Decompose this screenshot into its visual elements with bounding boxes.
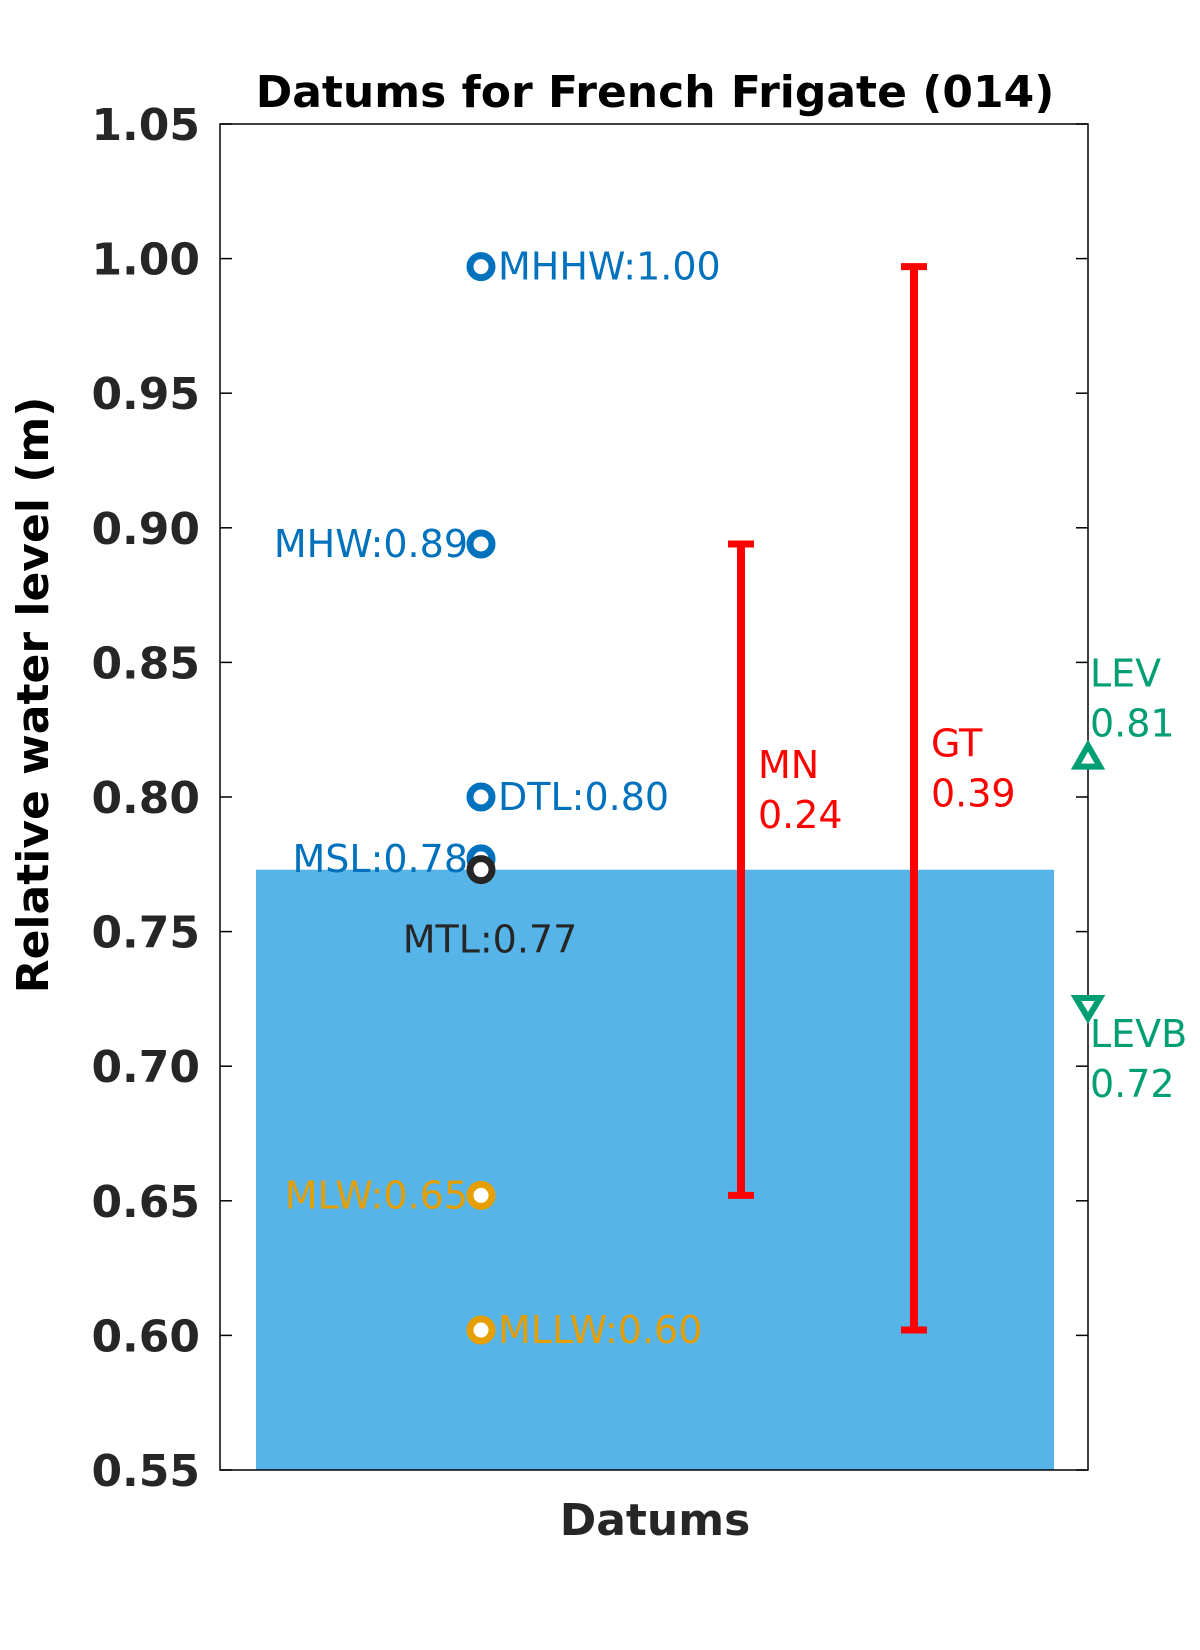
datum-label: MTL:0.77 bbox=[403, 918, 578, 962]
chart-title: Datums for French Frigate (014) bbox=[256, 67, 1055, 118]
datum-marker bbox=[466, 529, 496, 559]
level-name: LEVB bbox=[1090, 1012, 1187, 1056]
datum-label: MLW:0.65 bbox=[285, 1173, 468, 1217]
x-axis-label: Datums bbox=[560, 1495, 751, 1546]
level-name: LEV bbox=[1090, 652, 1161, 696]
datum-label: MLLW:0.60 bbox=[498, 1308, 702, 1352]
datum-marker bbox=[466, 1315, 496, 1345]
datum-label: MHHW:1.00 bbox=[498, 245, 721, 289]
range-name: GT bbox=[931, 722, 983, 766]
level-value: 0.72 bbox=[1090, 1062, 1175, 1106]
datum-label: MSL:0.78 bbox=[293, 837, 469, 881]
y-tick-label: 0.65 bbox=[91, 1177, 200, 1228]
water-level-fill bbox=[256, 869, 1054, 1470]
datum-marker bbox=[466, 1180, 496, 1210]
y-tick-label: 0.90 bbox=[91, 504, 200, 555]
y-tick-label: 1.00 bbox=[91, 235, 200, 286]
levb-marker bbox=[1070, 994, 1106, 1024]
datum-label: DTL:0.80 bbox=[498, 775, 669, 819]
range-value: 0.24 bbox=[758, 793, 843, 837]
range-name: MN bbox=[758, 743, 819, 787]
y-tick-label: 0.85 bbox=[91, 638, 200, 689]
y-tick-label: 0.60 bbox=[91, 1311, 200, 1362]
datum-marker bbox=[466, 855, 496, 885]
y-tick-label: 0.55 bbox=[91, 1446, 200, 1497]
y-tick-label: 0.80 bbox=[91, 773, 200, 824]
plot-area: 0.55 0.60 0.65 0.70 0.75 0.80 0.85 0.90 0.95 1.00… bbox=[91, 100, 1187, 1497]
y-tick-label: 0.70 bbox=[91, 1042, 200, 1093]
datum-marker bbox=[466, 782, 496, 812]
range-value: 0.39 bbox=[931, 772, 1016, 816]
datum-marker bbox=[466, 252, 496, 282]
y-tick-label: 1.05 bbox=[91, 100, 200, 151]
y-tick-label: 0.95 bbox=[91, 369, 200, 420]
y-axis-label: Relative water level (m) bbox=[8, 397, 59, 994]
lev-marker bbox=[1070, 739, 1106, 770]
level-value: 0.81 bbox=[1090, 702, 1175, 746]
datum-label: MHW:0.89 bbox=[274, 522, 468, 566]
y-tick-label: 0.75 bbox=[91, 908, 200, 959]
